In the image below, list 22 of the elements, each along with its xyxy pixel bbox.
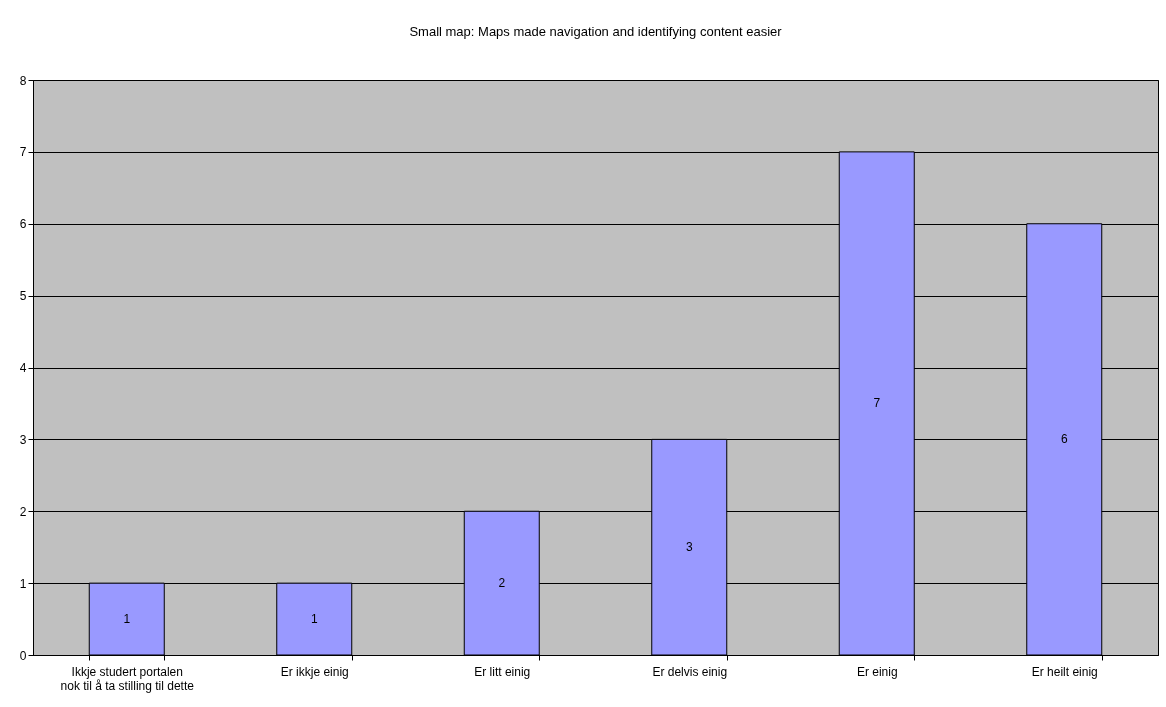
- y-tick-label: 1: [19, 576, 27, 591]
- y-tick-label: 0: [19, 648, 27, 663]
- x-tick-label: Er einig: [856, 664, 898, 679]
- data-label: 3: [685, 540, 693, 555]
- y-tick-label: 3: [19, 432, 27, 447]
- data-label: 6: [1060, 432, 1068, 447]
- data-label: 7: [873, 396, 881, 411]
- y-tick-label: 8: [19, 73, 27, 88]
- x-tick-label: Er delvis einig: [652, 664, 728, 679]
- y-tick-label: 7: [19, 145, 27, 160]
- x-tick-label: Ikkje studert portalen nok til å ta stilling til dette: [60, 664, 195, 693]
- x-tick-label: Er ikkje einig: [280, 664, 349, 679]
- data-label: 1: [123, 612, 131, 627]
- data-label: 2: [498, 576, 506, 591]
- chart-title: Small map: Maps made navigation and identifying content easier: [409, 24, 783, 39]
- x-tick-label: Er litt einig: [474, 664, 531, 679]
- y-tick-label: 4: [19, 361, 27, 375]
- y-tick-label: 5: [19, 289, 27, 304]
- data-label: 1: [310, 612, 318, 627]
- y-tick-label: 2: [19, 504, 27, 519]
- y-tick-label: 6: [19, 217, 27, 232]
- x-tick-label: Er heilt einig: [1031, 664, 1098, 679]
